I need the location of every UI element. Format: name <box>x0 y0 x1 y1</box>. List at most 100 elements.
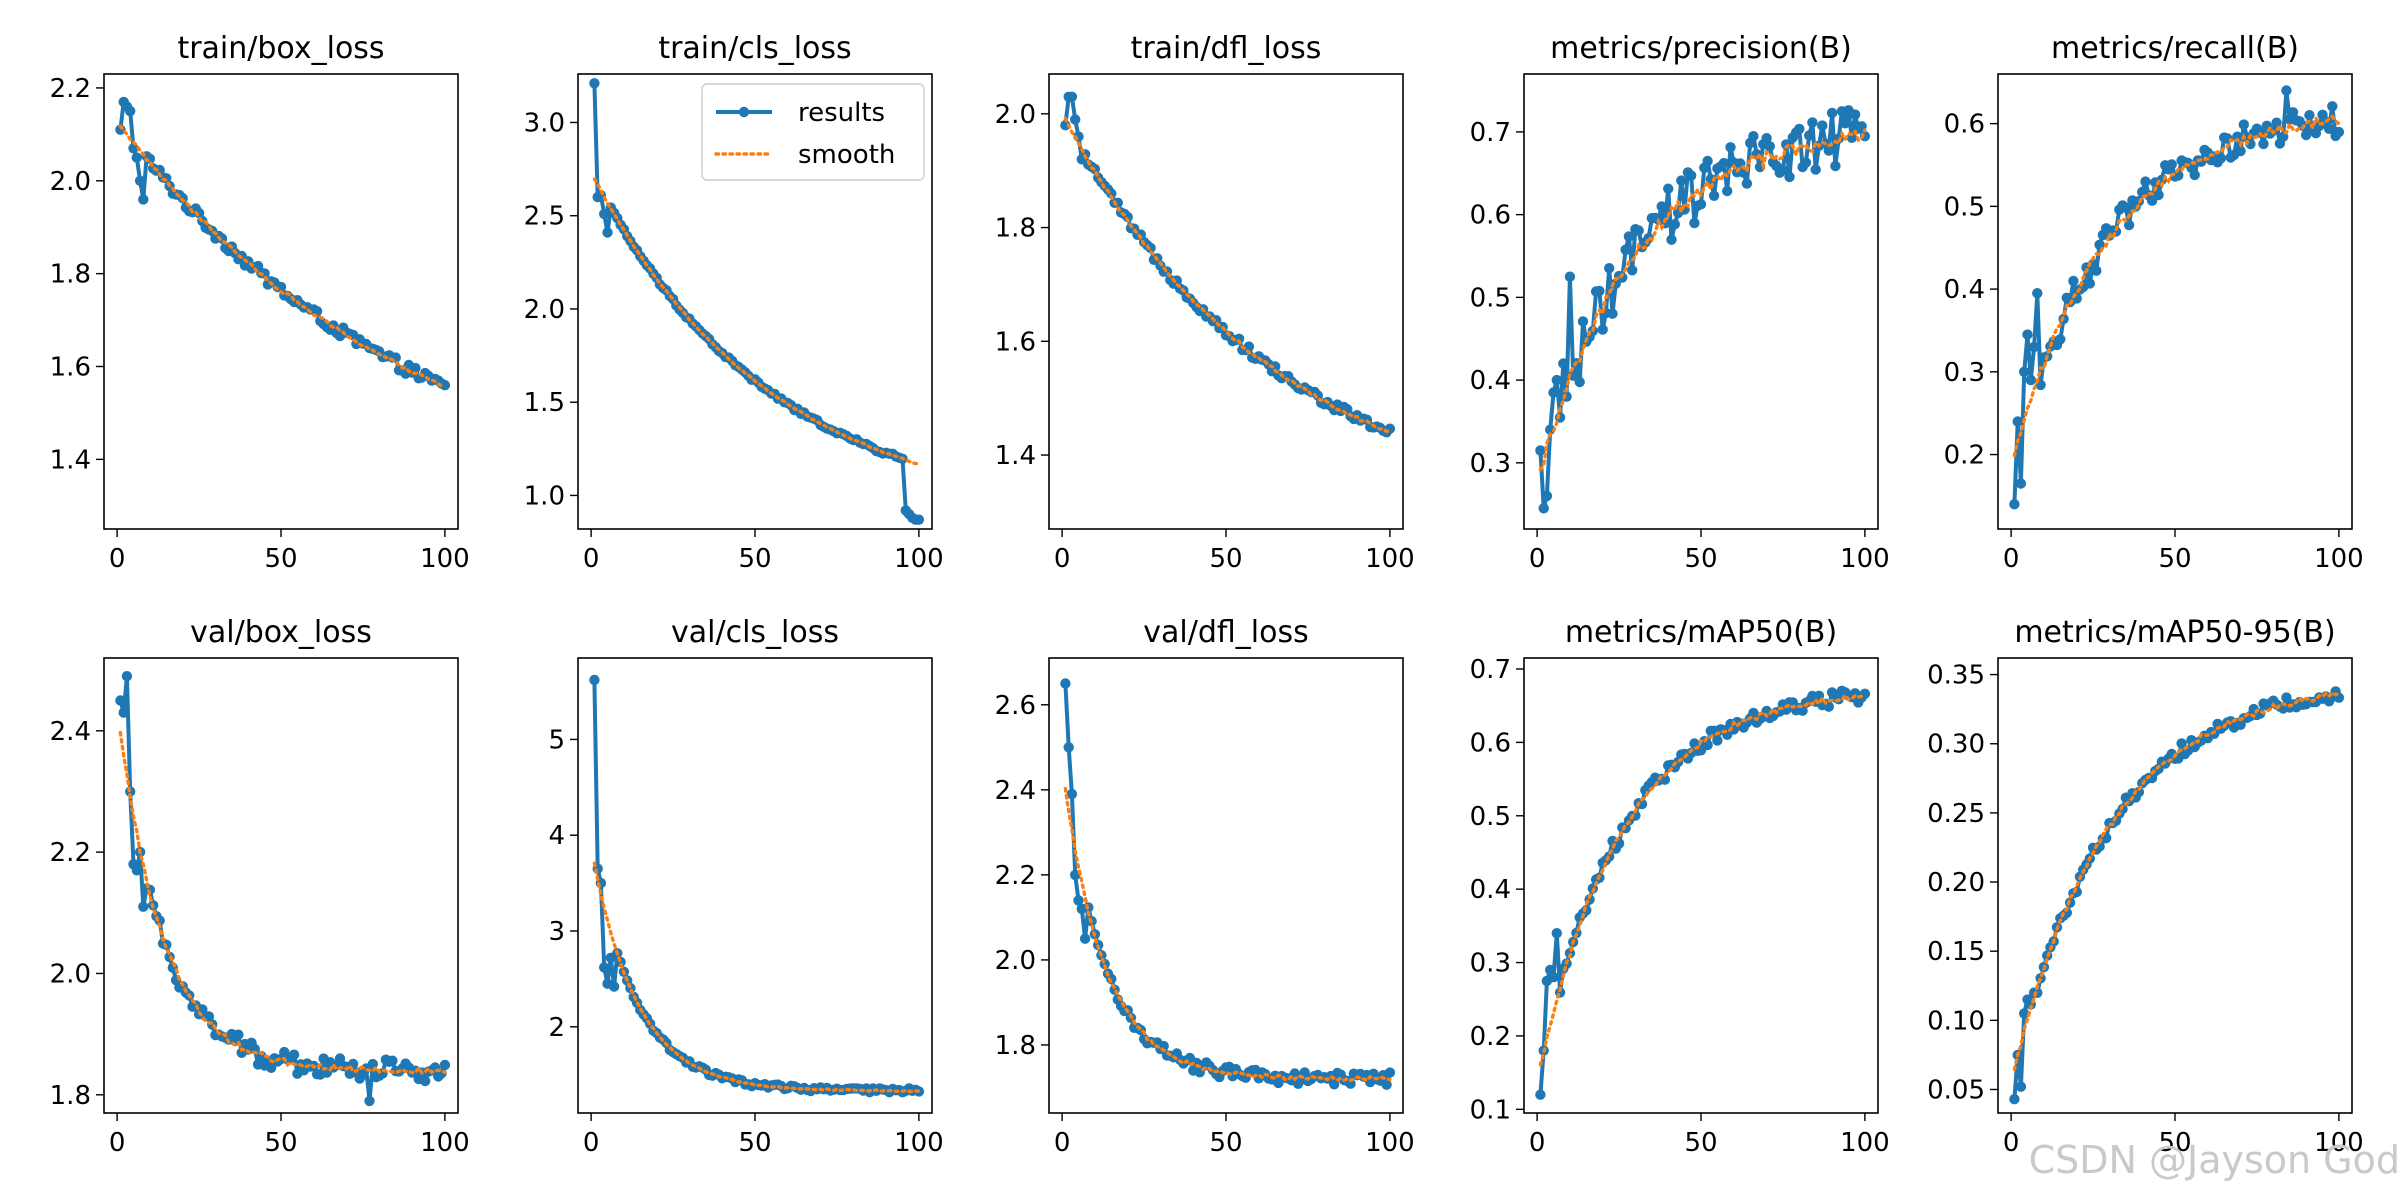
results-point <box>364 1095 375 1107</box>
results-point <box>1620 244 1631 255</box>
results-point <box>1636 798 1648 810</box>
y-tick-label: 2.0 <box>50 959 91 989</box>
y-tick-label: 2.0 <box>50 167 91 197</box>
results-point <box>1840 118 1851 129</box>
results-point <box>1564 271 1576 282</box>
smooth-line <box>118 124 447 388</box>
legend-smooth-label: smooth <box>798 140 895 170</box>
subplot-title: train/box_loss <box>177 31 384 66</box>
results-point <box>2333 126 2345 138</box>
results-point <box>1702 155 1713 167</box>
subplot-10: metrics/mAP50-95(B) 0 50 100 0.05 0.10 0.15 0.2… <box>1927 615 2364 1158</box>
results-point <box>2055 334 2066 345</box>
subplot-6: val/box_loss 0 50 100 1.8 2.0 2.2 2.4 <box>50 615 470 1158</box>
y-tick-label: 2.2 <box>995 861 1036 891</box>
y-tick-label: 1.8 <box>995 1031 1036 1061</box>
results-point <box>1676 175 1687 186</box>
y-tick-label: 1.6 <box>995 327 1036 357</box>
results-point <box>1666 234 1677 245</box>
results-point <box>2304 110 2315 121</box>
smooth-line <box>592 861 921 1094</box>
results-point <box>1800 157 1812 168</box>
x-tick-label: 100 <box>2314 1128 2364 1158</box>
results-point <box>1784 171 1795 183</box>
results-point <box>121 671 133 682</box>
y-tick-label: 2.4 <box>50 717 91 747</box>
y-tick-label: 0.7 <box>1470 655 1511 685</box>
x-tick-label: 0 <box>1054 544 1071 574</box>
x-tick-label: 100 <box>420 1128 470 1158</box>
results-point <box>1663 183 1674 194</box>
results-point <box>1849 109 1861 120</box>
results-point <box>2281 692 2292 703</box>
x-tick-label: 0 <box>583 544 600 574</box>
y-tick-label: 2.0 <box>995 946 1036 976</box>
results-point <box>1070 114 1081 125</box>
y-tick-label: 0.6 <box>1470 728 1511 758</box>
smooth-line <box>592 177 921 466</box>
x-tick-label: 50 <box>2158 1128 2191 1158</box>
subplot-2: train/cls_loss 0 50 100 1.0 1.5 2.0 2.5 3.0 resul… <box>524 31 944 574</box>
results-point <box>2176 738 2187 749</box>
results-point <box>1535 445 1546 456</box>
axes-frame <box>1997 73 2353 530</box>
results-point <box>2022 329 2033 340</box>
y-tick-label: 1.8 <box>50 1081 91 1111</box>
x-tick-label: 100 <box>1365 1128 1415 1158</box>
results-point <box>1712 735 1723 746</box>
results-point <box>288 1049 300 1060</box>
results-point <box>2012 416 2023 427</box>
results-point <box>1689 217 1700 229</box>
results-point <box>1568 370 1579 381</box>
axes-frame <box>1523 657 1879 1114</box>
results-point <box>125 105 136 117</box>
results-point <box>2166 159 2177 170</box>
y-tick-label: 2.5 <box>524 202 565 232</box>
results-point <box>1810 164 1821 175</box>
y-tick-label: 0.15 <box>1927 937 1985 967</box>
x-tick-label: 0 <box>1529 544 1546 574</box>
results-point <box>1722 185 1733 197</box>
y-tick-label: 0.2 <box>1470 1022 1511 1052</box>
axes-frame <box>1048 73 1404 530</box>
x-tick-label: 0 <box>583 1128 600 1158</box>
y-tick-label: 0.4 <box>1944 275 1985 305</box>
results-point <box>599 962 610 973</box>
results-point <box>439 1059 451 1071</box>
results-point <box>2173 170 2184 181</box>
results-point <box>2025 374 2037 386</box>
results-point <box>1725 142 1736 153</box>
results-point <box>1607 308 1618 319</box>
results-point <box>1669 219 1681 230</box>
y-tick-label: 2.0 <box>995 100 1036 130</box>
y-tick-label: 2.4 <box>995 776 1036 806</box>
y-tick-label: 5 <box>548 725 565 755</box>
x-tick-label: 0 <box>2003 1128 2020 1158</box>
x-tick-label: 50 <box>2158 544 2191 574</box>
x-tick-label: 50 <box>1209 544 1242 574</box>
results-point <box>2323 123 2335 134</box>
results-point <box>1777 164 1789 176</box>
x-tick-label: 0 <box>1529 1128 1546 1158</box>
subplot-9: metrics/mAP50(B) 0 50 100 0.1 0.2 0.3 0.4 0.5 0.6… <box>1470 615 1890 1158</box>
results-point <box>589 674 600 686</box>
smooth-line <box>2012 113 2341 458</box>
results-point <box>1541 490 1553 502</box>
x-tick-label: 50 <box>1209 1128 1242 1158</box>
x-tick-label: 0 <box>109 544 126 574</box>
results-point <box>1060 678 1071 689</box>
results-line <box>1538 108 1867 511</box>
y-tick-label: 0.10 <box>1927 1006 1985 1036</box>
subplot-title: metrics/mAP50(B) <box>1565 615 1837 650</box>
y-tick-label: 0.6 <box>1944 110 1985 140</box>
results-point <box>913 514 925 525</box>
y-tick-label: 1.8 <box>995 214 1036 244</box>
results-point <box>2140 176 2151 187</box>
y-tick-label: 4 <box>548 821 565 851</box>
results-point <box>1551 928 1563 939</box>
x-tick-label: 50 <box>738 544 771 574</box>
results-point <box>2133 786 2145 798</box>
x-tick-label: 100 <box>2314 544 2364 574</box>
results-point <box>266 1062 277 1074</box>
results-point <box>2327 101 2338 112</box>
